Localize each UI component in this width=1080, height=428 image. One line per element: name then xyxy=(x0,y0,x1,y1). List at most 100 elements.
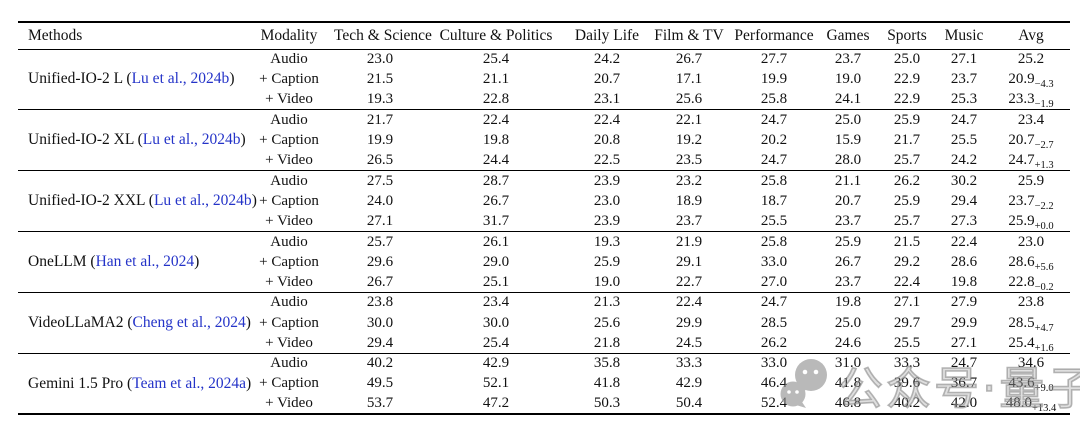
score-cell: 25.0 xyxy=(834,314,862,331)
score-cell: 23.7 xyxy=(950,70,978,87)
score-cell: 25.8 xyxy=(760,233,788,250)
score-cell: 42.0 xyxy=(950,395,978,412)
score-cell: 50.3 xyxy=(593,395,621,412)
score-cell: 26.7 xyxy=(482,192,510,209)
score-cell: 23.5 xyxy=(675,151,703,168)
score-cell: 19.3 xyxy=(593,233,621,250)
avg-cell: 48.0+13.4 xyxy=(1005,395,1057,415)
modality-cell: Audio xyxy=(270,172,308,189)
score-cell: 26.2 xyxy=(760,334,788,351)
score-cell: 27.1 xyxy=(366,212,394,229)
modality-cell: + Caption xyxy=(259,314,319,331)
method-group: Unified-IO-2 XXL (Lu et al., 2024b) Audio… xyxy=(18,170,1070,232)
col-header-games: Games xyxy=(818,22,878,50)
citation-link[interactable]: Lu et al., 2024b xyxy=(153,192,252,210)
citation-link[interactable]: Lu et al., 2024b xyxy=(131,70,230,88)
citation-link[interactable]: Cheng et al., 2024 xyxy=(132,314,246,331)
citation-link[interactable]: Lu et al., 2024b xyxy=(142,131,241,149)
score-cell: 20.7 xyxy=(593,70,621,87)
table-row: + Caption 29.6 29.0 25.9 29.1 33.0 26.7 29.2 28.… xyxy=(18,252,1070,273)
score-cell: 33.3 xyxy=(893,355,921,372)
score-cell: 25.4 xyxy=(482,50,510,67)
score-cell: 19.8 xyxy=(834,294,862,311)
table-row: + Video 53.7 47.2 50.3 50.4 52.4 46.8 40.2 42.0 4… xyxy=(18,394,1070,414)
avg-delta: +4.7 xyxy=(1034,322,1054,334)
score-cell: 31.7 xyxy=(482,212,510,229)
score-cell: 53.7 xyxy=(366,395,394,412)
method-cell: Gemini 1.5 Pro (Team et al., 2024a) xyxy=(28,374,252,392)
avg-cell: 24.7+1.3 xyxy=(1008,151,1054,171)
score-cell: 29.7 xyxy=(893,314,921,331)
score-cell: 26.2 xyxy=(893,172,921,189)
score-cell: 30.2 xyxy=(950,172,978,189)
col-header-performance: Performance xyxy=(730,22,818,50)
score-cell: 40.2 xyxy=(893,395,921,412)
table-row: + Video 29.4 25.4 21.8 24.5 26.2 24.6 25.5 27.1 2… xyxy=(18,333,1070,354)
score-cell: 24.4 xyxy=(482,151,510,168)
avg-cell: 25.9 xyxy=(1017,172,1045,189)
score-cell: 25.7 xyxy=(893,151,921,168)
citation-link[interactable]: Han et al., 2024 xyxy=(95,253,195,271)
score-cell: 23.4 xyxy=(482,294,510,311)
score-cell: 39.6 xyxy=(893,375,921,392)
avg-cell: 23.7−2.2 xyxy=(1008,192,1054,212)
score-cell: 20.7 xyxy=(834,192,862,209)
score-cell: 29.6 xyxy=(366,253,394,270)
score-cell: 33.0 xyxy=(760,253,788,270)
score-cell: 23.7 xyxy=(834,273,862,290)
score-cell: 24.1 xyxy=(834,90,862,107)
score-cell: 22.4 xyxy=(675,294,703,311)
method-group: OneLLM (Han et al., 2024) Audio 25.7 26.1 19… xyxy=(18,231,1070,293)
avg-delta: +5.6 xyxy=(1034,261,1054,273)
table-row: Unified-IO-2 XL (Lu et al., 2024b) Audio 2… xyxy=(18,110,1070,149)
score-cell: 27.1 xyxy=(893,294,921,311)
table-row: + Video 27.1 31.7 23.9 23.7 25.5 23.7 25.7 27.3 2… xyxy=(18,211,1070,232)
score-cell: 26.5 xyxy=(366,151,394,168)
score-cell: 24.0 xyxy=(366,192,394,209)
table-row: + Caption 21.5 21.1 20.7 17.1 19.9 19.0 22.9 23.… xyxy=(18,69,1070,90)
modality-cell: Audio xyxy=(270,233,308,250)
score-cell: 23.0 xyxy=(366,50,394,67)
modality-cell: + Caption xyxy=(259,70,319,87)
score-cell: 42.9 xyxy=(482,355,510,372)
score-cell: 18.9 xyxy=(675,192,703,209)
score-cell: 27.3 xyxy=(950,212,978,229)
col-header-daily-life: Daily Life xyxy=(566,22,648,50)
modality-cell: + Caption xyxy=(259,192,319,209)
table-row: + Video 26.7 25.1 19.0 22.7 27.0 23.7 22.4 19.8 2… xyxy=(18,272,1070,293)
col-header-avg: Avg xyxy=(992,22,1070,50)
score-cell: 22.9 xyxy=(893,70,921,87)
score-cell: 25.1 xyxy=(482,273,510,290)
method-cell: Unified-IO-2 L (Lu et al., 2024b) xyxy=(28,70,235,88)
score-cell: 40.2 xyxy=(366,355,394,372)
col-header-sports: Sports xyxy=(878,22,936,50)
score-cell: 52.1 xyxy=(482,375,510,392)
score-cell: 25.6 xyxy=(675,90,703,107)
score-cell: 27.7 xyxy=(760,50,788,67)
score-cell: 19.8 xyxy=(950,273,978,290)
method-cell: VideoLLaMA2 (Cheng et al., 2024) xyxy=(28,314,251,331)
avg-cell: 23.0 xyxy=(1017,233,1045,250)
score-cell: 47.2 xyxy=(482,395,510,412)
score-cell: 22.1 xyxy=(675,111,703,128)
citation-link[interactable]: Team et al., 2024a xyxy=(132,374,247,392)
avg-cell: 23.8 xyxy=(1017,294,1045,311)
score-cell: 25.9 xyxy=(593,253,621,270)
score-cell: 21.1 xyxy=(834,172,862,189)
header-row: Methods Modality Tech & Science Culture … xyxy=(18,22,1070,50)
score-cell: 19.3 xyxy=(366,90,394,107)
avg-delta: −4.3 xyxy=(1034,78,1054,90)
avg-cell: 28.6+5.6 xyxy=(1008,253,1054,273)
score-cell: 15.9 xyxy=(834,131,862,148)
score-cell: 27.5 xyxy=(366,172,394,189)
modality-cell: + Video xyxy=(265,212,313,229)
results-table: Methods Modality Tech & Science Culture … xyxy=(18,21,1070,416)
score-cell: 25.3 xyxy=(950,90,978,107)
score-cell: 46.4 xyxy=(760,375,788,392)
avg-cell: 25.2 xyxy=(1017,50,1045,67)
avg-delta: −0.2 xyxy=(1034,281,1054,293)
table-row: VideoLLaMA2 (Cheng et al., 2024) Audio 23.… xyxy=(18,293,1070,331)
score-cell: 52.4 xyxy=(760,395,788,412)
modality-cell: + Video xyxy=(265,395,313,412)
method-group: Gemini 1.5 Pro (Team et al., 2024a) Audio… xyxy=(18,353,1070,414)
